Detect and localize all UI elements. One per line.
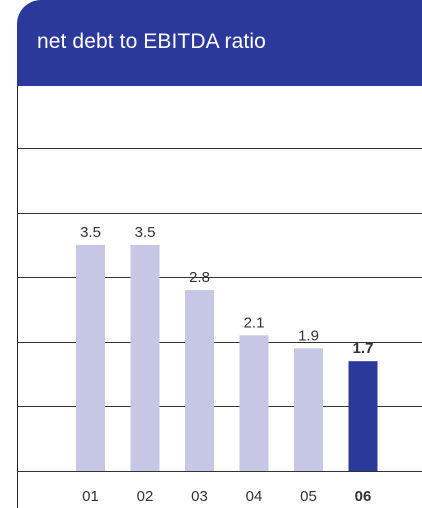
bar-01 (76, 244, 105, 471)
category-label-04: 04 (246, 488, 263, 505)
bar-03 (185, 290, 214, 471)
value-label-06: 1.7 (353, 340, 374, 357)
category-label-03: 03 (191, 488, 208, 505)
panel-left-border (17, 86, 18, 508)
bar-05 (294, 348, 323, 471)
bar-04 (239, 335, 269, 471)
bar-06 (348, 361, 378, 471)
category-label-06: 06 (355, 488, 372, 505)
chart-title: net debt to EBITDA ratio (37, 30, 266, 53)
value-label-01: 3.5 (80, 224, 101, 241)
category-label-05: 05 (300, 488, 317, 505)
value-label-05: 1.9 (298, 327, 319, 344)
value-label-02: 3.5 (135, 224, 156, 241)
chart-header: net debt to EBITDA ratio (17, 0, 422, 86)
value-label-04: 2.1 (244, 314, 265, 331)
category-label-02: 02 (137, 488, 154, 505)
value-label-03: 2.8 (189, 269, 210, 286)
category-label-01: 01 (82, 488, 99, 505)
bar-02 (130, 244, 160, 471)
